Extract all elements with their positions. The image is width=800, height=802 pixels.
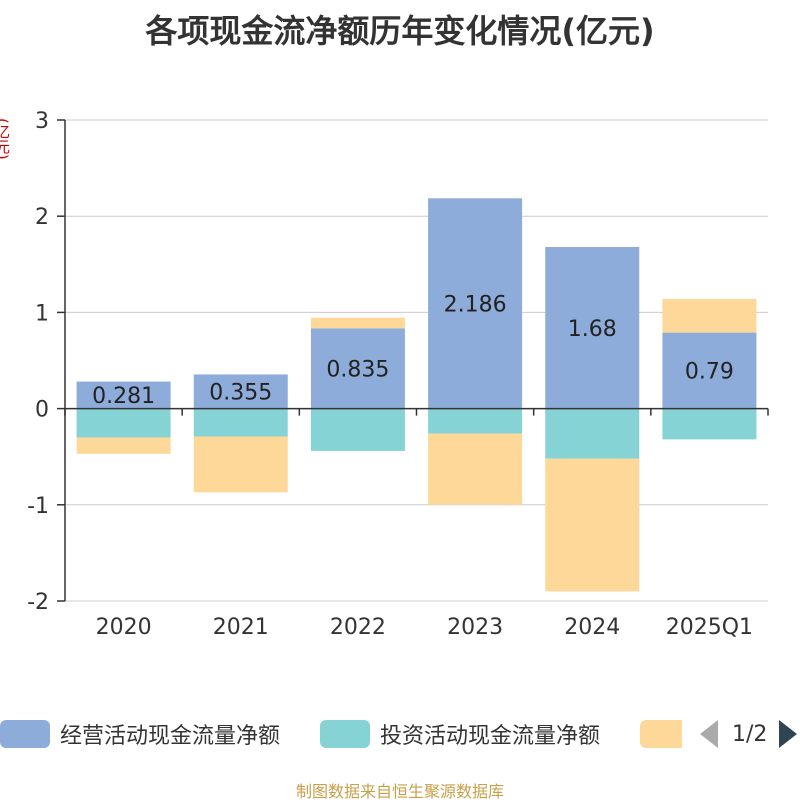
legend: 经营活动现金流量净额 投资活动现金流量净额 1/2 (0, 716, 800, 752)
y-tick-label: 1 (35, 301, 49, 326)
bar-operating-2020 (76, 381, 171, 409)
data-label-2023: 2.186 (444, 292, 507, 317)
legend-swatch-financing (640, 720, 682, 748)
data-label-2020: 0.281 (92, 384, 155, 409)
bar-financing-2021 (193, 436, 288, 493)
bar-chart: 3 2 1 0 -1 -2 0.281 0.355 0.835 2.186 1.68 0.79 2020… (27, 109, 769, 640)
legend-label-operating: 经营活动现金流量净额 (60, 724, 281, 749)
legend-page-indicator: 1/2 (732, 721, 768, 747)
bar-investing-2020 (76, 408, 171, 438)
x-tick-label: 2024 (564, 615, 620, 640)
data-source-note: 制图数据来自恒生聚源数据库 (295, 782, 504, 801)
chart-title: 各项现金流净额历年变化情况(亿元) (145, 12, 655, 50)
data-label-2024: 1.68 (568, 317, 617, 342)
bar-financing-2020 (76, 437, 171, 454)
legend-item-financing[interactable] (640, 716, 682, 752)
data-label-2025Q1: 0.79 (685, 360, 734, 385)
x-tick-label: 2025Q1 (666, 615, 753, 640)
data-label-2021: 0.355 (209, 381, 272, 406)
bar-investing-2021 (193, 408, 288, 437)
bar-operating-2024 (545, 246, 640, 409)
bar-operating-2023 (428, 198, 523, 409)
bar-financing-2022 (310, 317, 405, 329)
bar-operating-2022 (310, 328, 405, 409)
y-axis-unit: (亿元) (0, 118, 11, 160)
y-tick-label: 2 (35, 205, 49, 230)
legend-pager: 1/2 (700, 716, 798, 752)
legend-label-investing: 投资活动现金流量净额 (380, 724, 601, 749)
x-tick-label: 2023 (447, 615, 503, 640)
x-tick-label: 2021 (213, 615, 269, 640)
legend-item-operating[interactable]: 经营活动现金流量净额 (0, 716, 280, 752)
bar-operating-2025Q1 (662, 332, 757, 409)
legend-item-investing[interactable]: 投资活动现金流量净额 (320, 716, 600, 752)
bar-operating-2021 (193, 374, 288, 409)
bar-financing-2023 (428, 433, 523, 505)
y-tick-label: 0 (35, 398, 49, 423)
bar-investing-2022 (310, 408, 405, 451)
bar-investing-2025Q1 (662, 408, 757, 440)
x-tick-label: 2020 (96, 615, 152, 640)
bar-financing-2025Q1 (662, 298, 757, 333)
bar-investing-2023 (428, 408, 523, 434)
x-tick-label: 2022 (330, 615, 386, 640)
legend-swatch-investing (320, 720, 370, 748)
data-label-2022: 0.835 (326, 357, 389, 382)
legend-prev-icon[interactable] (700, 720, 718, 748)
legend-swatch-operating (0, 720, 50, 748)
y-tick-label: -1 (27, 494, 49, 519)
bar-financing-2024 (545, 458, 640, 592)
bar-investing-2024 (545, 408, 640, 459)
y-tick-label: 3 (35, 109, 49, 134)
y-tick-label: -2 (27, 590, 49, 615)
legend-next-icon[interactable] (779, 720, 798, 748)
